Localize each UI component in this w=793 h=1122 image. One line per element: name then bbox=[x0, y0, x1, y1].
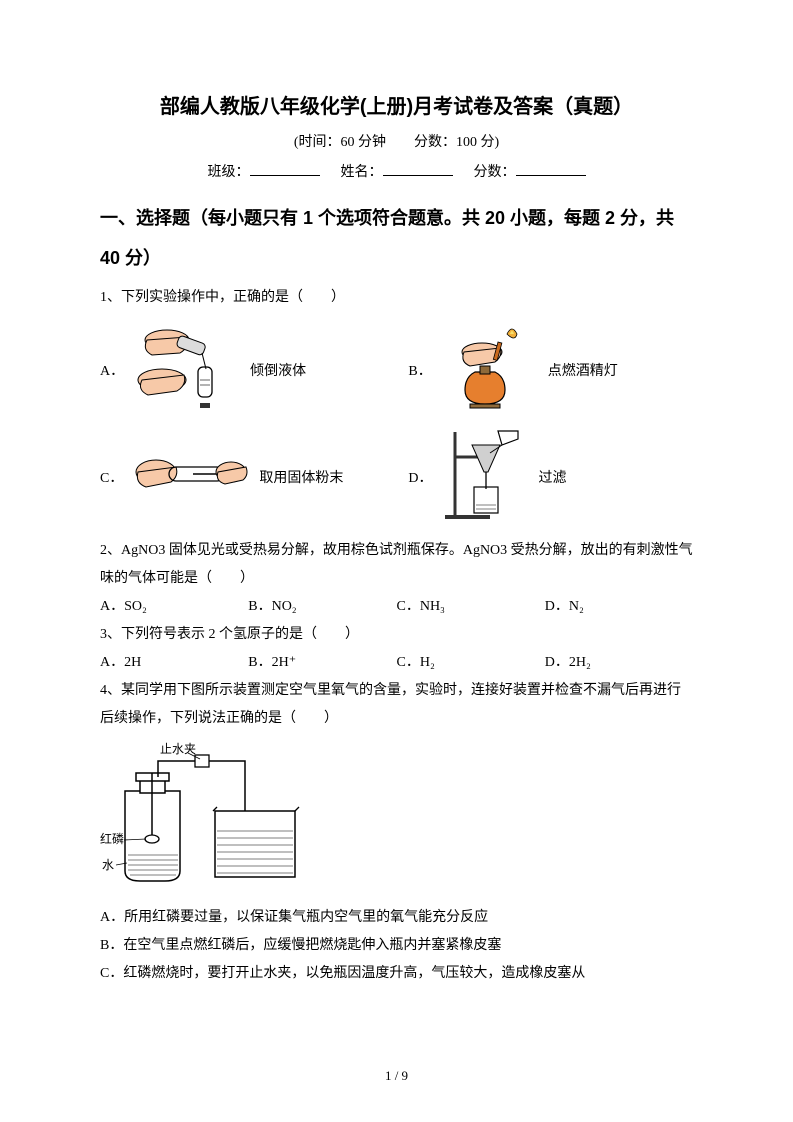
q4-b: B．在空气里点燃红磷后，应缓慢把燃烧匙伸入瓶内并塞紧橡皮塞 bbox=[100, 932, 693, 960]
q1-d-text: 过滤 bbox=[538, 467, 566, 487]
q1-row-ab: A． 倾倒液体 B． bbox=[100, 322, 693, 417]
q3-options: A．2H B．2H⁺ C．H₂ D．2H₂ bbox=[100, 649, 693, 677]
q3-b: B．2H⁺ bbox=[248, 649, 396, 677]
q4-c: C．红磷燃烧时，要打开止水夹，以免瓶因温度升高，气压较大，造成橡皮塞从 bbox=[100, 960, 693, 988]
doc-subtitle: (时间：60 分钟 分数：100 分) bbox=[100, 131, 693, 151]
q1-stem: 1、下列实验操作中，正确的是（ ） bbox=[100, 284, 693, 312]
q3-c: C．H₂ bbox=[397, 649, 545, 677]
q2-d: D．N₂ bbox=[545, 593, 693, 621]
q1-opt-c: C． 取用固体粉末 bbox=[100, 447, 408, 507]
score-label: 分数： bbox=[474, 165, 516, 180]
q4-diagram: 止水夹 红磷 水 bbox=[100, 741, 693, 896]
q1-b-text: 点燃酒精灯 bbox=[548, 360, 618, 380]
q2-a: A．SO₂ bbox=[100, 593, 248, 621]
section-1-header: 一、选择题（每小题只有 1 个选项符合题意。共 20 小题，每题 2 分，共 4… bbox=[100, 199, 693, 278]
class-blank[interactable] bbox=[250, 161, 320, 176]
q3-d: D．2H₂ bbox=[545, 649, 693, 677]
q3-a: A．2H bbox=[100, 649, 248, 677]
q4-stem: 4、某同学用下图所示装置测定空气里氧气的含量，实验时，连接好装置并检查不漏气后再… bbox=[100, 677, 693, 733]
name-blank[interactable] bbox=[383, 161, 453, 176]
q1-c-text: 取用固体粉末 bbox=[259, 467, 343, 487]
fill-line: 班级： 姓名： 分数： bbox=[100, 161, 693, 181]
doc-title: 部编人教版八年级化学(上册)月考试卷及答案（真题） bbox=[100, 90, 693, 119]
page-footer: 1 / 9 bbox=[0, 1068, 793, 1084]
q4-a: A．所用红磷要过量，以保证集气瓶内空气里的氧气能充分反应 bbox=[100, 904, 693, 932]
q2-stem: 2、AgNO3 固体见光或受热易分解，故用棕色试剂瓶保存。AgNO3 受热分解，… bbox=[100, 537, 693, 593]
q1-a-text: 倾倒液体 bbox=[250, 360, 306, 380]
pour-liquid-icon bbox=[132, 325, 242, 415]
take-powder-icon bbox=[131, 447, 251, 507]
q1-row-cd: C． 取用固体粉末 D． bbox=[100, 427, 693, 527]
q2-b: B．NO₂ bbox=[248, 593, 396, 621]
q1-opt-d: D． 过滤 bbox=[408, 427, 693, 527]
q1-c-label: C． bbox=[100, 467, 123, 487]
phos-label: 红磷 bbox=[100, 831, 124, 846]
class-label: 班级： bbox=[208, 165, 250, 180]
q1-opt-a: A． 倾倒液体 bbox=[100, 325, 408, 415]
score-blank[interactable] bbox=[516, 161, 586, 176]
water-label: 水 bbox=[102, 858, 114, 872]
name-label: 姓名： bbox=[341, 165, 383, 180]
filter-icon bbox=[440, 427, 530, 527]
q1-a-label: A． bbox=[100, 360, 124, 380]
q3-stem: 3、下列符号表示 2 个氢原子的是（ ） bbox=[100, 621, 693, 649]
q2-c: C．NH₃ bbox=[397, 593, 545, 621]
alcohol-lamp-icon bbox=[440, 322, 540, 417]
q1-b-label: B． bbox=[408, 360, 431, 380]
page: 部编人教版八年级化学(上册)月考试卷及答案（真题） (时间：60 分钟 分数：1… bbox=[0, 0, 793, 1122]
q1-opt-b: B． 点燃酒精灯 bbox=[408, 322, 693, 417]
q1-d-label: D． bbox=[408, 467, 432, 487]
q2-options: A．SO₂ B．NO₂ C．NH₃ D．N₂ bbox=[100, 593, 693, 621]
